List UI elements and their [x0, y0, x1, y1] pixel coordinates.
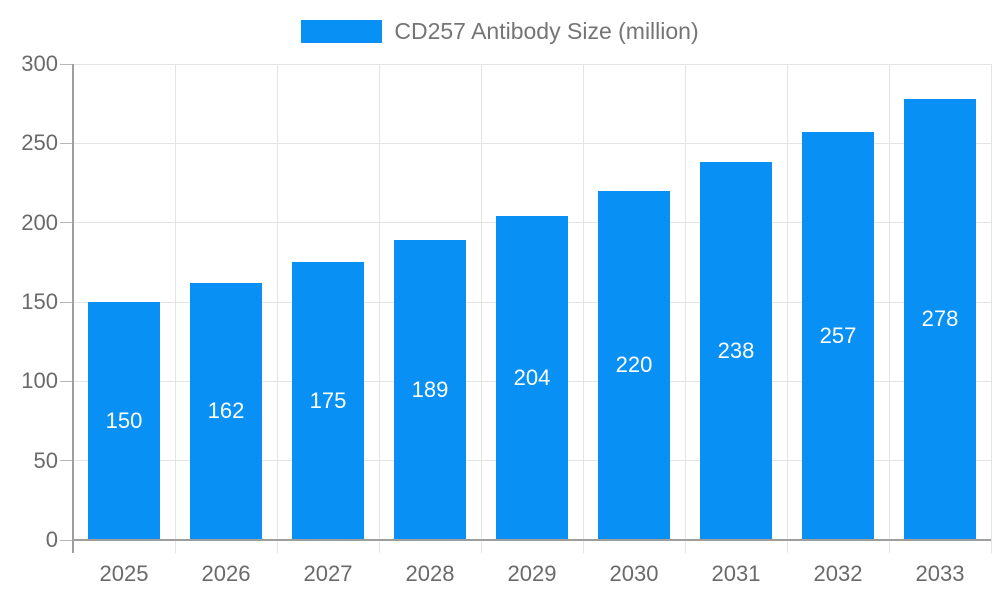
bar-value-label: 204	[513, 364, 551, 390]
x-tick-label: 2032	[813, 561, 863, 586]
bar-value-label: 162	[207, 397, 245, 423]
y-tick-label: 0	[45, 527, 58, 552]
h-gridline	[73, 142, 991, 144]
bar: 189	[394, 240, 466, 539]
v-gridline	[480, 64, 482, 553]
y-tick-mark	[60, 460, 73, 462]
y-tick-label: 50	[33, 447, 58, 473]
y-tick-label: 100	[21, 368, 58, 394]
bar: 238	[700, 162, 772, 539]
v-gridline	[378, 64, 380, 553]
x-tick-label: 2030	[609, 561, 659, 586]
bar-value-label: 257	[819, 322, 857, 348]
bar-value-label: 189	[411, 376, 449, 402]
bar: 257	[802, 132, 874, 539]
v-gridline	[582, 64, 584, 553]
y-tick-mark	[60, 301, 73, 303]
x-tick-label: 2029	[507, 561, 557, 586]
x-tick-label: 2027	[303, 561, 353, 586]
h-gridline	[73, 63, 991, 65]
bar-value-label: 220	[615, 351, 653, 377]
legend-swatch	[301, 20, 383, 43]
y-tick-label: 150	[21, 289, 58, 314]
y-tick-mark	[60, 222, 73, 224]
bar-value-label: 175	[309, 387, 347, 413]
y-tick-label: 200	[21, 209, 58, 235]
y-tick-mark	[60, 142, 73, 144]
y-axis-line	[72, 64, 74, 553]
v-gridline	[888, 64, 890, 553]
bar: 204	[496, 216, 568, 539]
bar: 278	[904, 98, 976, 539]
y-tick-mark	[60, 380, 73, 382]
bar-value-label: 278	[921, 305, 959, 331]
x-tick-label: 2025	[99, 561, 149, 586]
bar: 162	[190, 282, 262, 539]
bar: 220	[598, 190, 670, 539]
x-tick-label: 2028	[405, 561, 455, 586]
y-tick-mark	[60, 63, 73, 65]
v-gridline	[684, 64, 686, 553]
v-gridline	[990, 64, 992, 553]
bar: 150	[88, 302, 160, 539]
x-tick-label: 2031	[711, 561, 761, 586]
x-tick-label: 2026	[201, 561, 251, 586]
x-axis-line	[73, 539, 991, 541]
x-tick-label: 2033	[915, 561, 965, 586]
y-tick-label: 250	[21, 130, 58, 156]
chart-legend: CD257 Antibody Size (million)	[0, 18, 1000, 45]
legend-label: CD257 Antibody Size (million)	[394, 18, 699, 44]
bar-value-label: 150	[105, 407, 143, 433]
bar-value-label: 238	[717, 337, 755, 363]
bar: 175	[292, 262, 364, 539]
v-gridline	[174, 64, 176, 553]
y-tick-label: 300	[21, 51, 58, 76]
y-tick-mark	[60, 539, 73, 541]
v-gridline	[276, 64, 278, 553]
v-gridline	[786, 64, 788, 553]
